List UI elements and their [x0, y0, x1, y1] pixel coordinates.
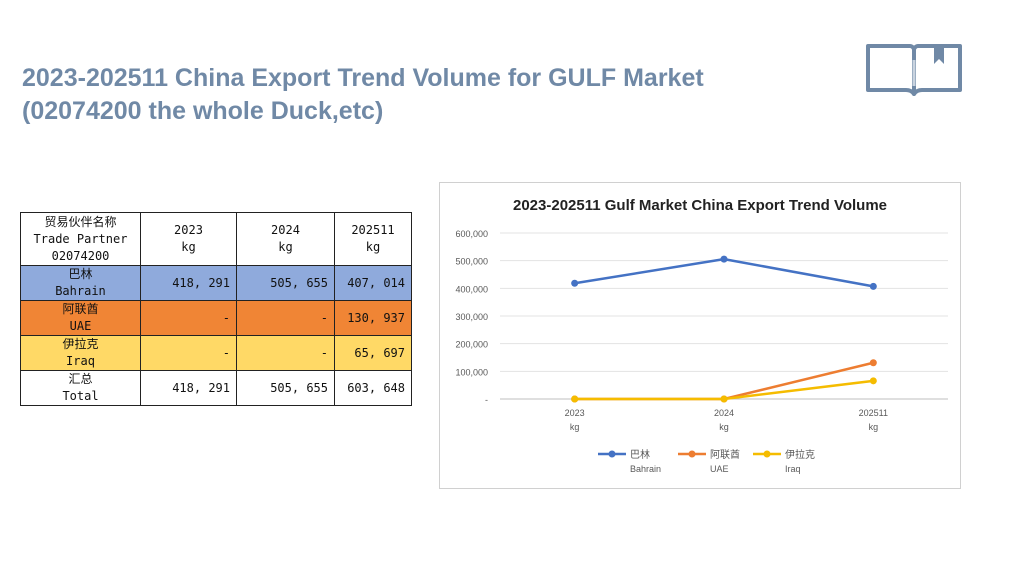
x-tick-label: 202511 [859, 408, 888, 418]
page-title-line2: (02074200 the whole Duck,etc) [22, 97, 384, 125]
series-line-bahrain [574, 257, 874, 288]
legend-marker [608, 450, 616, 458]
y-tick-label: - [485, 395, 488, 405]
row-name: 巴林 Bahrain [20, 265, 141, 301]
row-value-2024: 505, 655 [236, 370, 335, 406]
y-tick-label: 100,000 [455, 367, 488, 377]
y-tick-label: 300,000 [455, 312, 488, 322]
row-name: 汇总 Total [20, 370, 141, 406]
series-line-uae [574, 361, 874, 401]
row-value-202511: 130, 937 [334, 300, 412, 336]
row-value-2024: - [236, 335, 335, 371]
data-point [720, 255, 728, 263]
legend-label-cn: 阿联酋 [710, 448, 740, 461]
y-tick-label: 500,000 [455, 257, 488, 267]
row-name: 阿联酋 UAE [20, 300, 141, 336]
row-value-2023: 418, 291 [140, 370, 237, 406]
row-value-202511: 603, 648 [334, 370, 412, 406]
header-202511: 202511 kg [334, 212, 412, 266]
legend-label-en: UAE [710, 464, 729, 474]
row-value-2023: 418, 291 [140, 265, 237, 301]
chart-container: 2023-202511 Gulf Market China Export Tre… [439, 182, 961, 489]
page-title-line1: 2023-202511 China Export Trend Volume fo… [22, 64, 704, 92]
data-point [720, 395, 728, 403]
legend-marker [763, 450, 771, 458]
header-partner: 贸易伙伴名称 Trade Partner 02074200 [20, 212, 141, 266]
page-title: 2023-202511 China Export Trend Volume fo… [22, 62, 892, 128]
header-2024: 2024 kg [236, 212, 335, 266]
data-point [869, 282, 877, 290]
row-name: 伊拉克 Iraq [20, 335, 141, 371]
line-chart: 2023-202511 Gulf Market China Export Tre… [455, 197, 948, 474]
row-value-2024: 505, 655 [236, 265, 335, 301]
header-2023: 2023 kg [140, 212, 237, 266]
y-tick-label: 200,000 [455, 340, 488, 350]
x-tick-label: 2023 [565, 408, 585, 418]
row-value-2024: - [236, 300, 335, 336]
row-value-2023: - [140, 300, 237, 336]
chart-title: 2023-202511 Gulf Market China Export Tre… [513, 197, 887, 214]
data-point [869, 359, 877, 367]
x-tick-unit: kg [719, 422, 729, 432]
legend-label-cn: 伊拉克 [785, 448, 815, 461]
row-value-2023: - [140, 335, 237, 371]
data-point [571, 395, 579, 403]
trade-table: 贸易伙伴名称 Trade Partner 02074200 2023 kg 20… [20, 212, 412, 406]
x-tick-label: 2024 [714, 408, 734, 418]
table-row: 汇总 Total 418, 291 505, 655 603, 648 [20, 370, 412, 406]
legend-marker [688, 450, 696, 458]
legend-label-en: Bahrain [630, 464, 661, 474]
data-point [571, 279, 579, 287]
y-tick-label: 400,000 [455, 284, 488, 294]
y-tick-label: 600,000 [455, 229, 488, 239]
table-header-row: 贸易伙伴名称 Trade Partner 02074200 2023 kg 20… [20, 212, 412, 266]
table-row: 巴林 Bahrain 418, 291 505, 655 407, 014 [20, 265, 412, 301]
row-value-202511: 407, 014 [334, 265, 412, 301]
table-row: 阿联酋 UAE - - 130, 937 [20, 300, 412, 336]
data-point [869, 377, 877, 385]
x-tick-unit: kg [869, 422, 879, 432]
table-row: 伊拉克 Iraq - - 65, 697 [20, 335, 412, 371]
row-value-202511: 65, 697 [334, 335, 412, 371]
legend-label-cn: 巴林 [630, 448, 650, 461]
book-icon [866, 44, 962, 96]
legend-label-en: Iraq [785, 464, 801, 474]
x-tick-unit: kg [570, 422, 580, 432]
